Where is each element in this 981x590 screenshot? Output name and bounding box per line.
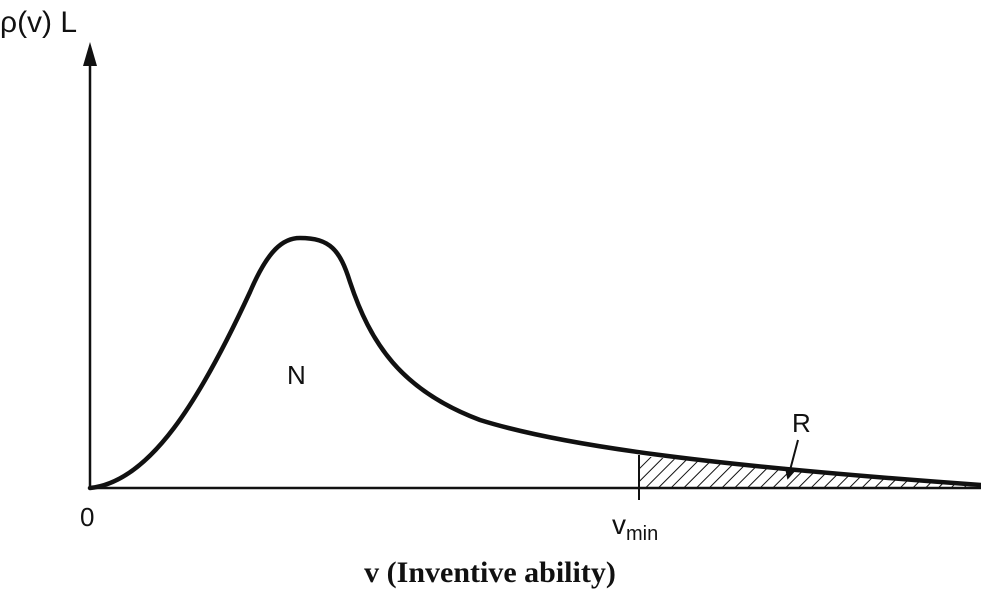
y-axis-arrow [83,42,97,66]
caption: v (Inventive ability) [364,556,616,589]
vmin-base: v [612,509,626,540]
region-n-label: N [287,360,306,390]
vmin-label: vmin [612,509,658,545]
r-pointer [784,439,799,480]
vmin-subscript: min [626,523,658,545]
origin-label: 0 [80,502,94,532]
distribution-curve [87,235,981,491]
y-axis-label: ρ(v) L [0,6,77,39]
region-r-label: R [792,408,811,438]
